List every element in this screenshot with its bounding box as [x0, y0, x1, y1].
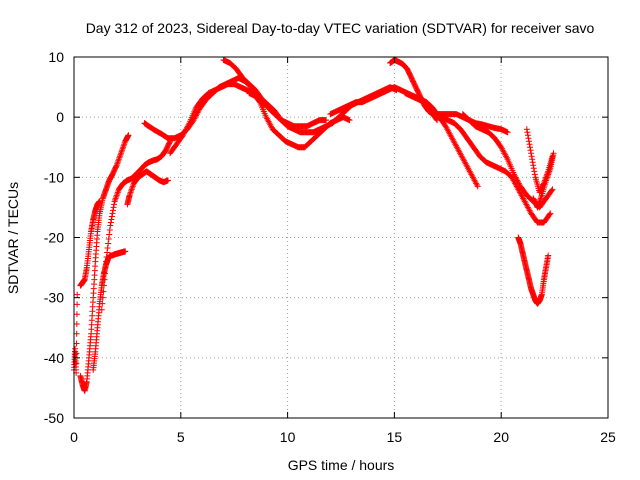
data-point	[527, 147, 534, 154]
series-arc-15	[459, 111, 556, 211]
series-arc-1	[71, 291, 81, 376]
data-point	[434, 117, 441, 124]
tick-labels: 0 5 10 15 20 25 -50 -40 -30 -20 -10 0 10	[44, 49, 616, 445]
data-point	[529, 156, 536, 163]
data-point	[108, 216, 115, 223]
y-tick-label: 10	[48, 49, 64, 65]
data-point	[101, 270, 108, 277]
data-point	[530, 162, 537, 169]
x-tick-label: 0	[70, 429, 78, 445]
data-point	[528, 153, 535, 160]
data-point	[103, 254, 110, 261]
data-point	[99, 294, 106, 301]
x-tick-label: 25	[600, 429, 616, 445]
data-point	[527, 144, 534, 151]
axis-ticks	[73, 56, 609, 419]
data-point	[98, 306, 105, 313]
data-point	[105, 236, 112, 243]
data-point	[96, 198, 103, 205]
data-point	[523, 126, 530, 133]
data-point	[529, 159, 536, 166]
data-point	[549, 186, 556, 193]
y-axis-label: SDTVAR / TECUs	[5, 182, 21, 294]
data-point	[108, 213, 115, 220]
data-point	[545, 252, 552, 259]
data-point	[110, 204, 117, 211]
data-point	[74, 301, 81, 308]
data-point	[107, 219, 114, 226]
data-point	[546, 211, 553, 218]
y-tick-label: 0	[56, 109, 64, 125]
data-point	[504, 129, 511, 136]
data-point	[346, 117, 353, 124]
y-tick-label: -20	[44, 230, 64, 246]
data-point	[530, 165, 537, 172]
data-point	[101, 276, 108, 283]
grid-lines	[74, 57, 608, 418]
x-tick-label: 15	[387, 429, 403, 445]
y-tick-label: -30	[44, 290, 64, 306]
y-tick-label: -10	[44, 169, 64, 185]
x-tick-label: 5	[177, 429, 185, 445]
series-arc-13	[402, 90, 511, 136]
data-point	[524, 129, 531, 136]
data-point	[100, 288, 107, 295]
series-arc-2	[77, 132, 132, 394]
data-points	[71, 57, 557, 394]
data-point	[104, 249, 111, 256]
data-point	[99, 300, 106, 307]
data-point	[106, 226, 113, 233]
series-arc-18	[515, 234, 552, 307]
data-point	[164, 177, 171, 184]
x-axis-label: GPS time / hours	[288, 457, 395, 473]
data-point	[525, 135, 532, 142]
data-point	[107, 222, 114, 229]
series-arc-3	[77, 198, 103, 289]
data-point	[73, 311, 80, 318]
y-tick-label: -50	[44, 410, 64, 426]
data-point	[125, 132, 132, 139]
data-point	[109, 207, 116, 214]
data-point	[525, 138, 532, 145]
data-point	[524, 132, 531, 139]
x-tick-label: 10	[280, 429, 296, 445]
data-point	[528, 150, 535, 157]
series-arc-14	[438, 114, 554, 226]
series-arc-5	[98, 138, 174, 313]
data-point	[548, 187, 555, 194]
data-point	[122, 248, 129, 255]
data-point	[103, 258, 110, 265]
data-point	[550, 150, 557, 157]
data-point	[323, 117, 330, 124]
data-point	[433, 116, 440, 123]
series-arc-4	[90, 248, 129, 373]
data-point	[111, 201, 118, 208]
data-point	[74, 291, 81, 298]
data-point	[73, 340, 80, 347]
data-point	[106, 231, 113, 238]
data-point	[547, 210, 554, 217]
series-arc-17	[530, 150, 557, 211]
data-point	[73, 320, 80, 327]
data-point	[474, 183, 481, 190]
y-tick-label: -40	[44, 350, 64, 366]
data-point	[100, 282, 107, 289]
x-tick-label: 20	[493, 429, 509, 445]
data-point	[104, 245, 111, 252]
data-point	[531, 171, 538, 178]
data-point	[73, 330, 80, 337]
data-point	[109, 210, 116, 217]
data-point	[102, 264, 109, 271]
data-point	[105, 240, 112, 247]
chart-title: Day 312 of 2023, Sidereal Day-to-day VTE…	[86, 20, 595, 36]
series-arc-6	[124, 168, 171, 208]
data-point	[526, 141, 533, 148]
series-arc-11	[327, 84, 481, 190]
series-arc-9	[220, 57, 330, 130]
data-point	[113, 163, 120, 170]
data-point	[531, 168, 538, 175]
